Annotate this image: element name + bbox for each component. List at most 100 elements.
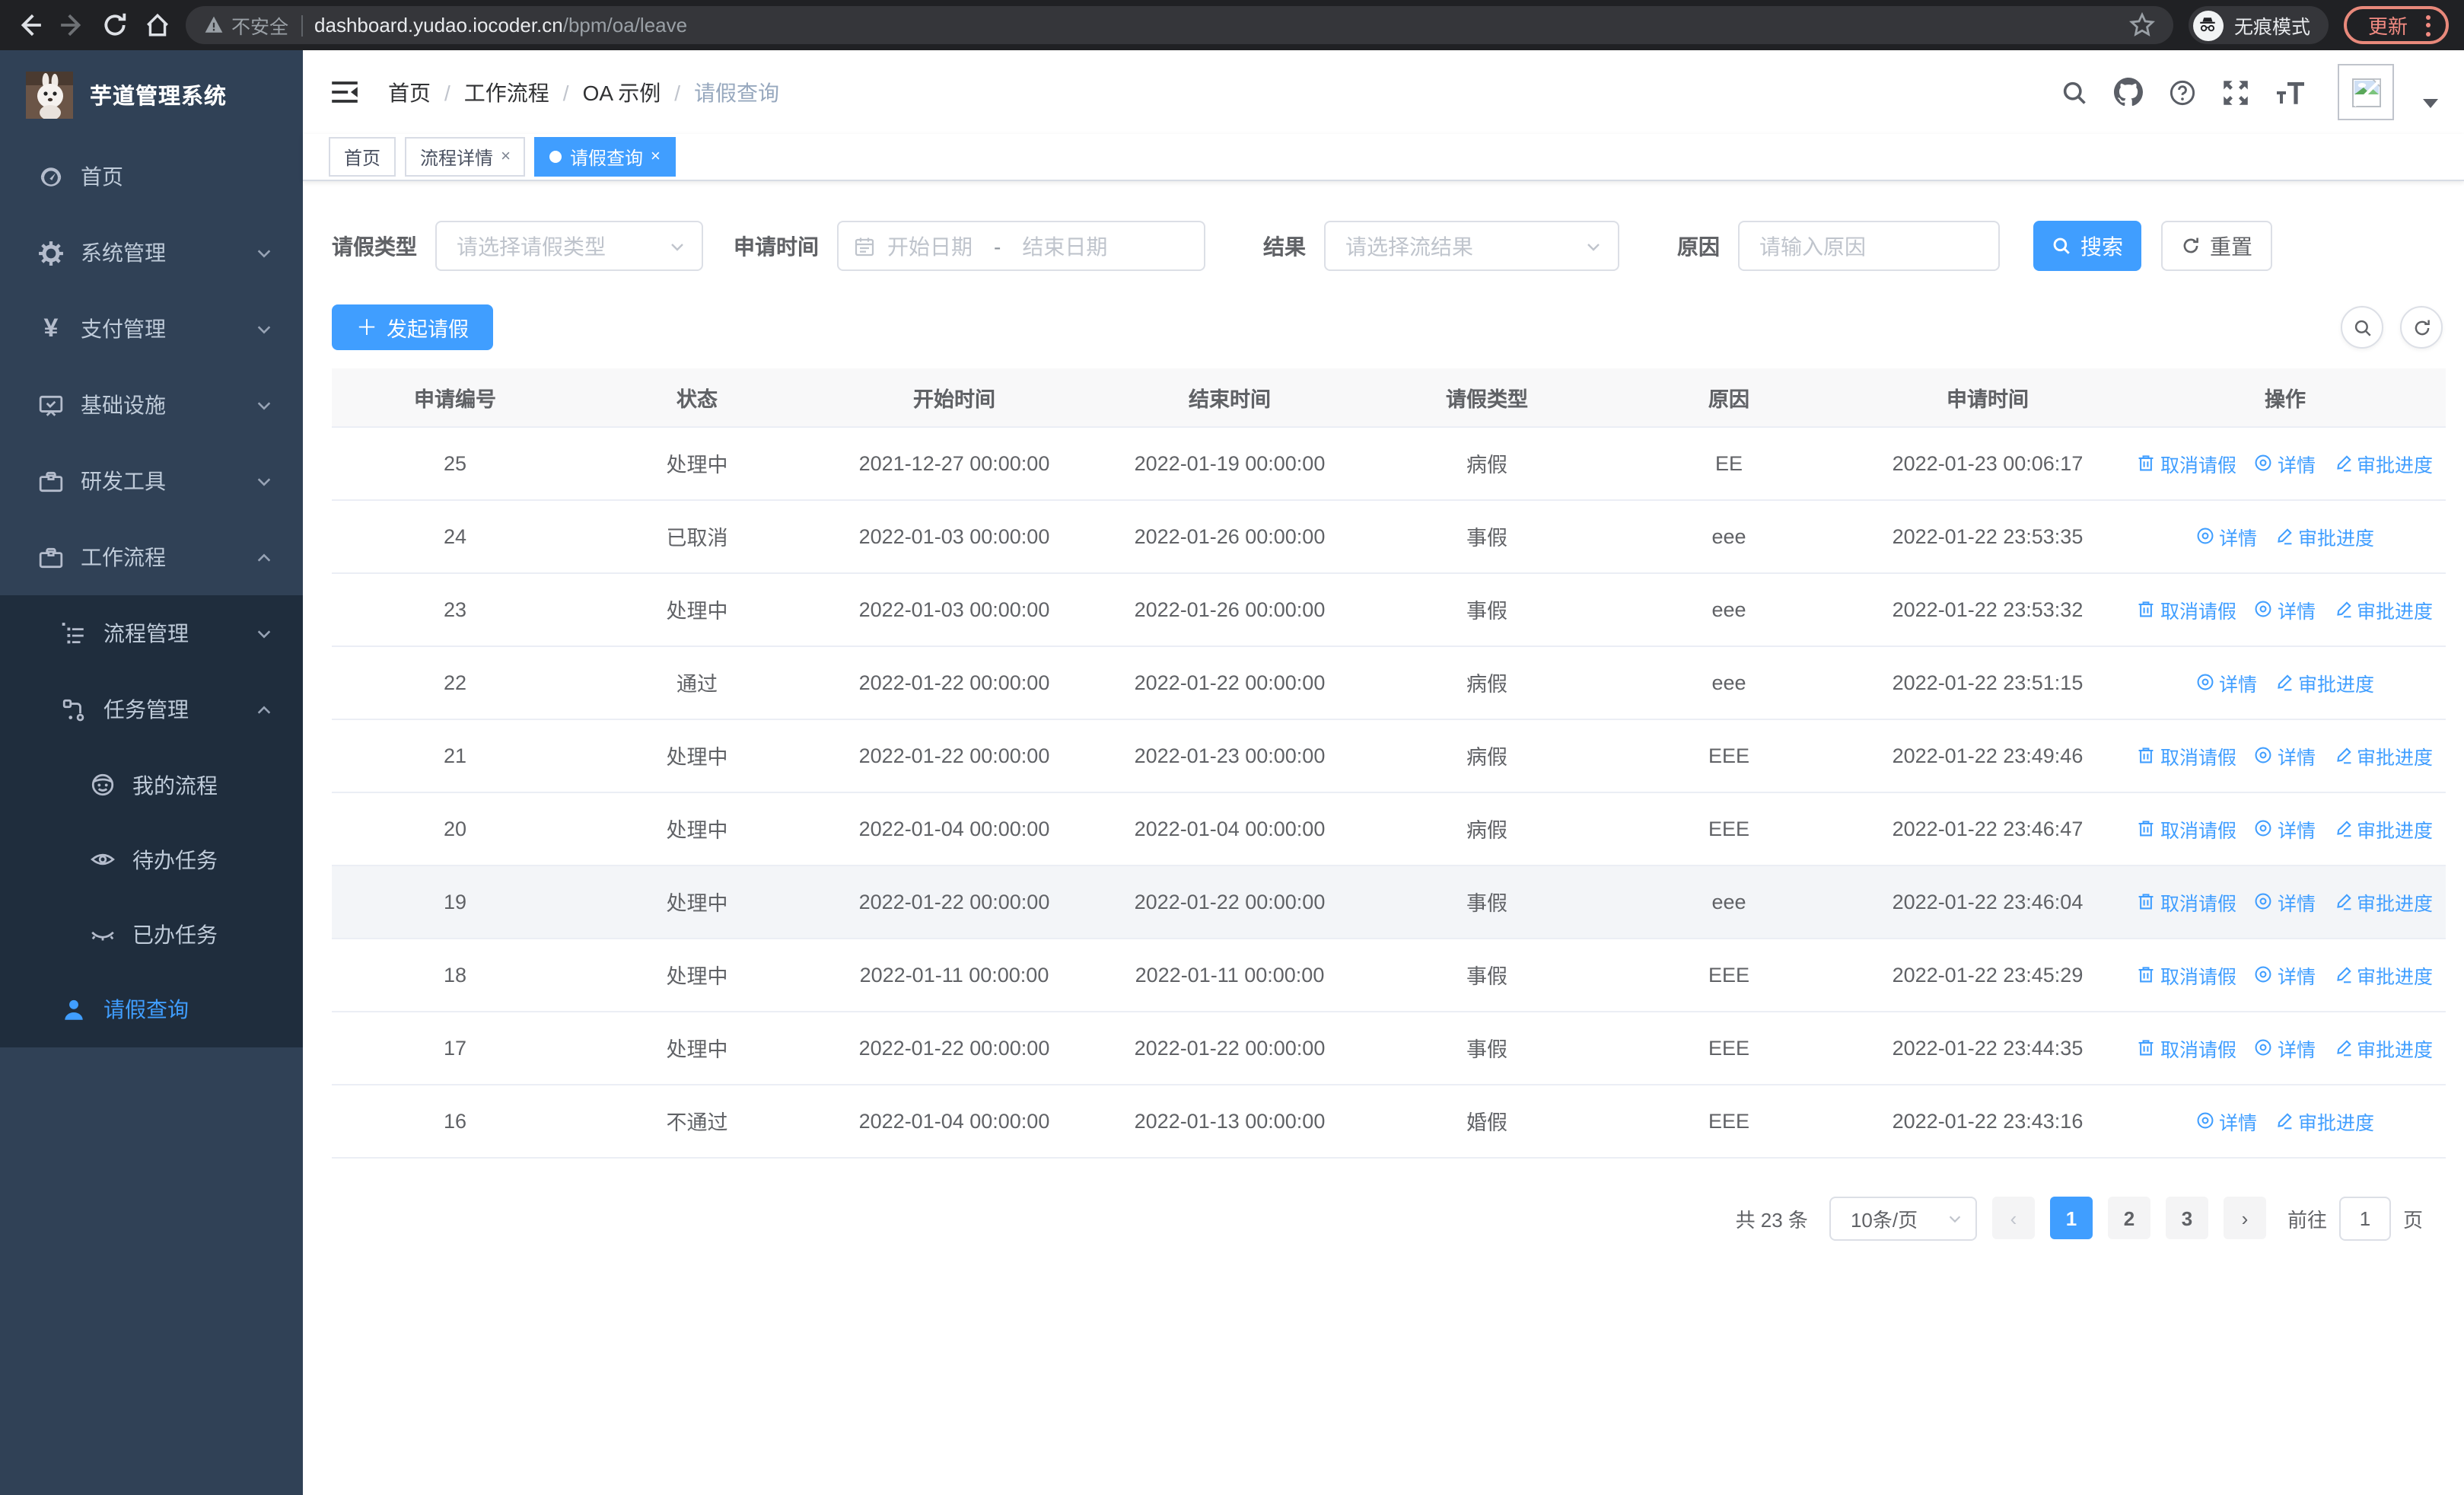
reload-icon[interactable] bbox=[100, 11, 128, 39]
sidebar-item-infra[interactable]: 基础设施 bbox=[0, 367, 303, 443]
result-select[interactable] bbox=[1324, 221, 1619, 271]
sidebar-item-leave-query[interactable]: 请假查询 bbox=[0, 971, 303, 1047]
detail-link[interactable]: 详情 bbox=[2255, 887, 2316, 916]
detail-link[interactable]: 详情 bbox=[2196, 521, 2257, 550]
sidebar-item-process-mgmt[interactable]: 流程管理 bbox=[0, 595, 303, 671]
cancel-leave-link[interactable]: 取消请假 bbox=[2138, 887, 2236, 916]
breadcrumb-home[interactable]: 首页 bbox=[388, 80, 431, 104]
page-size-select[interactable]: 10条/页 bbox=[1829, 1196, 1977, 1240]
detail-link[interactable]: 详情 bbox=[2255, 594, 2316, 623]
help-icon[interactable] bbox=[2169, 78, 2196, 106]
refresh-table-button[interactable] bbox=[2400, 306, 2443, 349]
cell-reason: EEE bbox=[1607, 1084, 1851, 1158]
sidebar-item-home[interactable]: 首页 bbox=[0, 139, 303, 215]
sidebar-item-devtools[interactable]: 研发工具 bbox=[0, 443, 303, 519]
next-page-button[interactable]: › bbox=[2223, 1197, 2266, 1239]
cell-reason: EEE bbox=[1607, 792, 1851, 865]
breadcrumb-oa[interactable]: OA 示例 bbox=[582, 80, 661, 104]
goto-page-input[interactable] bbox=[2338, 1196, 2391, 1240]
tab-home[interactable]: 首页 bbox=[329, 137, 396, 177]
sidebar-item-system[interactable]: 系统管理 bbox=[0, 215, 303, 291]
close-icon[interactable]: × bbox=[650, 148, 661, 166]
flow-node-icon bbox=[61, 696, 87, 722]
home-icon[interactable] bbox=[143, 11, 170, 39]
detail-link[interactable]: 详情 bbox=[2255, 814, 2316, 843]
warning-icon bbox=[205, 16, 223, 33]
approval-progress-link[interactable]: 审批进度 bbox=[2334, 741, 2433, 770]
browser-menu-icon[interactable] bbox=[2426, 14, 2431, 36]
address-bar[interactable]: 不安全 dashboard.yudao.iocoder.cn/bpm/oa/le… bbox=[186, 6, 2173, 44]
sidebar-item-todo-tasks[interactable]: 待办任务 bbox=[0, 822, 303, 897]
reset-button[interactable]: 重置 bbox=[2161, 221, 2272, 271]
breadcrumb-workflow[interactable]: 工作流程 bbox=[463, 80, 549, 104]
github-icon[interactable] bbox=[2114, 78, 2143, 107]
detail-link[interactable]: 详情 bbox=[2255, 960, 2316, 989]
cell-reason: EE bbox=[1607, 426, 1851, 500]
face-icon bbox=[90, 772, 116, 798]
approval-progress-link[interactable]: 审批进度 bbox=[2334, 1033, 2433, 1062]
start-date-placeholder[interactable]: 开始日期 bbox=[887, 234, 973, 258]
page-button-2[interactable]: 2 bbox=[2107, 1197, 2150, 1239]
detail-link[interactable]: 详情 bbox=[2255, 741, 2316, 770]
approval-progress-link[interactable]: 审批进度 bbox=[2275, 521, 2374, 550]
toggle-search-button[interactable] bbox=[2341, 306, 2383, 349]
avatar-dropdown-caret[interactable] bbox=[2423, 98, 2438, 107]
approval-progress-link[interactable]: 审批进度 bbox=[2334, 594, 2433, 623]
sidebar-item-done-tasks[interactable]: 已办任务 bbox=[0, 897, 303, 971]
range-separator: - bbox=[994, 234, 1001, 258]
result-input[interactable] bbox=[1345, 234, 1584, 258]
sidebar-item-task-mgmt[interactable]: 任务管理 bbox=[0, 671, 303, 748]
bookmark-star-icon[interactable] bbox=[2128, 12, 2155, 38]
page-button-3[interactable]: 3 bbox=[2165, 1197, 2208, 1239]
search-button[interactable]: 搜索 bbox=[2033, 221, 2141, 271]
detail-link[interactable]: 详情 bbox=[2196, 1106, 2257, 1135]
approval-progress-link[interactable]: 审批进度 bbox=[2334, 448, 2433, 477]
approval-progress-link[interactable]: 审批进度 bbox=[2334, 887, 2433, 916]
detail-link[interactable]: 详情 bbox=[2255, 448, 2316, 477]
leave-type-select[interactable] bbox=[435, 221, 703, 271]
detail-link[interactable]: 详情 bbox=[2255, 1033, 2316, 1062]
apply-time-range-picker[interactable]: 开始日期 - 结束日期 bbox=[837, 221, 1205, 271]
cancel-leave-link[interactable]: 取消请假 bbox=[2138, 1033, 2236, 1062]
cancel-leave-link[interactable]: 取消请假 bbox=[2138, 814, 2236, 843]
approval-progress-link[interactable]: 审批进度 bbox=[2275, 668, 2374, 696]
reason-field[interactable] bbox=[1738, 221, 2000, 271]
update-button[interactable]: 更新 bbox=[2343, 6, 2449, 44]
sidebar-collapse-icon[interactable] bbox=[329, 76, 361, 108]
trash-icon bbox=[2139, 894, 2154, 910]
detail-link[interactable]: 详情 bbox=[2196, 668, 2257, 696]
back-icon[interactable] bbox=[15, 11, 43, 39]
cell-end: 2022-01-23 00:00:00 bbox=[1093, 719, 1367, 792]
cancel-leave-link[interactable]: 取消请假 bbox=[2138, 960, 2236, 989]
approval-progress-link[interactable]: 审批进度 bbox=[2334, 960, 2433, 989]
table-row: 21 处理中 2022-01-22 00:00:00 2022-01-23 00:00… bbox=[332, 719, 2446, 792]
forward-icon[interactable] bbox=[58, 11, 85, 39]
sidebar-item-label: 首页 bbox=[81, 164, 123, 189]
cell-type: 病假 bbox=[1367, 792, 1607, 865]
cancel-leave-link[interactable]: 取消请假 bbox=[2138, 594, 2236, 623]
approval-progress-link[interactable]: 审批进度 bbox=[2275, 1106, 2374, 1135]
end-date-placeholder[interactable]: 结束日期 bbox=[1022, 234, 1108, 258]
sidebar-item-my-process[interactable]: 我的流程 bbox=[0, 748, 303, 822]
prev-page-button[interactable]: ‹ bbox=[1991, 1197, 2035, 1239]
create-leave-button[interactable]: ＋ 发起请假 bbox=[332, 304, 493, 350]
leave-type-input[interactable] bbox=[457, 234, 668, 258]
security-warning[interactable]: 不安全 bbox=[204, 11, 288, 40]
page-button-1[interactable]: 1 bbox=[2049, 1197, 2093, 1239]
incognito-badge: 无痕模式 bbox=[2188, 6, 2329, 44]
approval-progress-link[interactable]: 审批进度 bbox=[2334, 814, 2433, 843]
font-size-icon[interactable] bbox=[2275, 78, 2306, 106]
cancel-leave-link[interactable]: 取消请假 bbox=[2138, 741, 2236, 770]
close-icon[interactable]: × bbox=[501, 148, 511, 166]
reason-input[interactable] bbox=[1759, 234, 1979, 258]
cancel-leave-link[interactable]: 取消请假 bbox=[2138, 448, 2236, 477]
tab-leave-query[interactable]: 请假查询 × bbox=[534, 137, 676, 177]
sidebar-item-workflow[interactable]: 工作流程 bbox=[0, 519, 303, 595]
fullscreen-icon[interactable] bbox=[2222, 78, 2249, 106]
cell-actions: 取消请假 详情 审批进度 bbox=[2125, 938, 2446, 1012]
sidebar-item-label: 我的流程 bbox=[132, 773, 218, 797]
search-icon[interactable] bbox=[2061, 78, 2088, 106]
tab-process-detail[interactable]: 流程详情 × bbox=[405, 137, 526, 177]
avatar[interactable] bbox=[2338, 64, 2394, 120]
sidebar-item-payment[interactable]: ¥ 支付管理 bbox=[0, 291, 303, 367]
